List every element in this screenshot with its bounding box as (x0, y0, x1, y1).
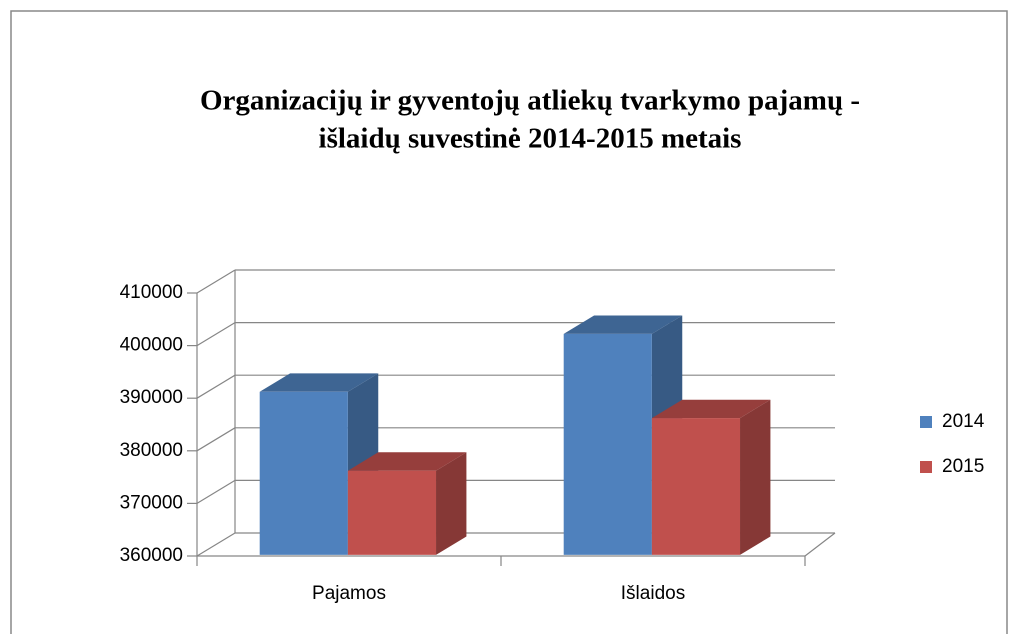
bar-top (259, 373, 379, 392)
bar-side (436, 452, 467, 555)
legend-swatch (920, 416, 932, 428)
grid-line (196, 532, 236, 557)
bar-top (651, 399, 771, 419)
bar (347, 470, 437, 555)
chart-title: išlaidų suvestinė 2014-2015 metais (319, 123, 742, 155)
y-tick-label: 410000 (120, 282, 183, 303)
grid-line (196, 427, 236, 452)
bar-top (347, 452, 467, 471)
grid-line (196, 322, 236, 347)
legend-label: 2014 (942, 411, 985, 432)
y-tick-label: 360000 (120, 545, 183, 566)
legend-swatch (920, 461, 932, 473)
grid-line (196, 479, 236, 504)
y-tick-label: 400000 (120, 335, 183, 356)
x-tick-label: Išlaidos (621, 583, 685, 604)
grid-line (196, 269, 236, 294)
y-tick-label: 390000 (120, 387, 183, 408)
floor-edge (804, 532, 836, 557)
y-tick-label: 370000 (120, 492, 183, 513)
bar (651, 418, 741, 555)
legend-label: 2015 (942, 456, 984, 477)
chart-title: Organizacijų ir gyventojų atliekų tvarky… (200, 85, 860, 117)
bar-side (740, 399, 771, 555)
bar (563, 333, 652, 555)
bar (259, 391, 348, 555)
grid-line (196, 374, 236, 399)
bar-top (563, 315, 683, 334)
y-tick-label: 380000 (120, 440, 183, 461)
x-tick-label: Pajamos (312, 583, 386, 604)
